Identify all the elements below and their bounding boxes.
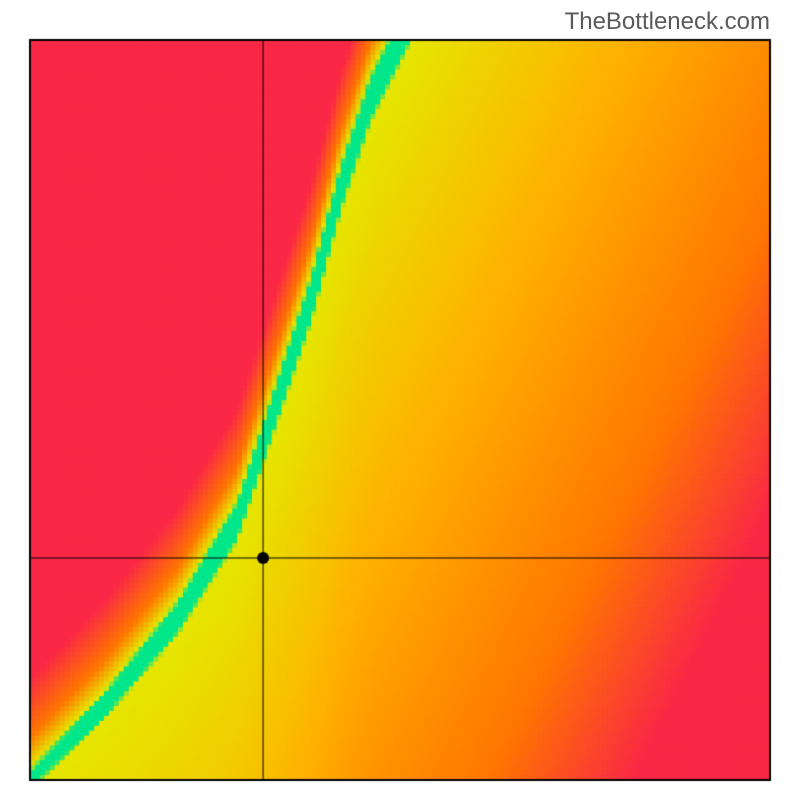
bottleneck-heatmap xyxy=(0,0,800,800)
watermark-text: TheBottleneck.com xyxy=(565,8,770,36)
chart-container: TheBottleneck.com xyxy=(0,0,800,800)
